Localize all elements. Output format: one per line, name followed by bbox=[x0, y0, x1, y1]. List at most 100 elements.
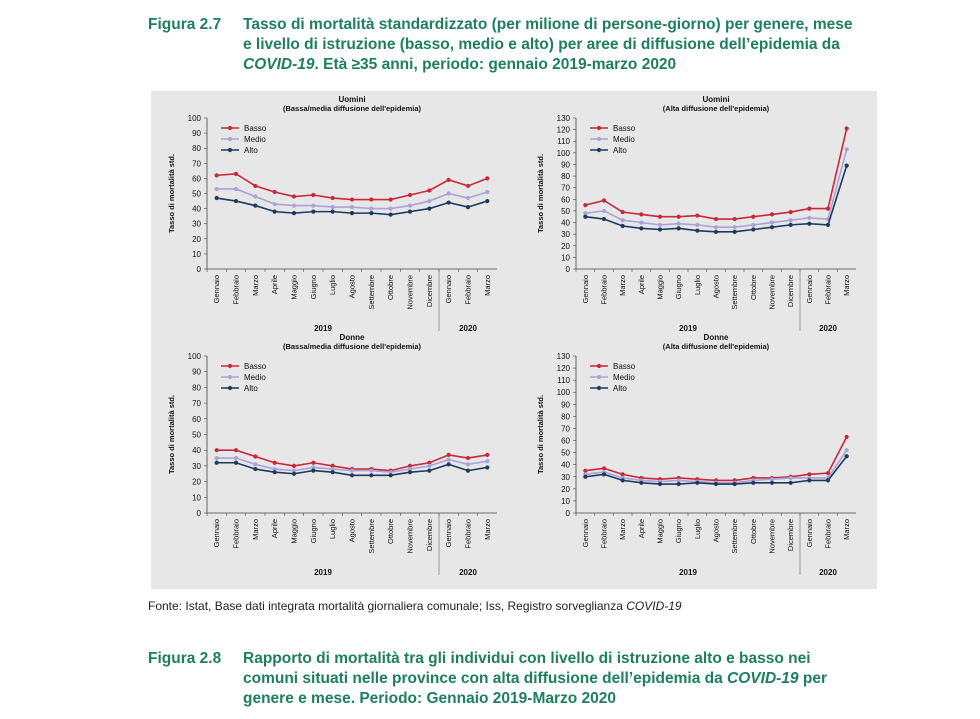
y-tick-label: 30 bbox=[192, 462, 201, 471]
x-tick-label: Marzo bbox=[251, 275, 260, 296]
data-point-medio bbox=[233, 186, 239, 192]
data-point-basso bbox=[844, 434, 849, 440]
source-note: Fonte: Istat, Base dati integrata mortal… bbox=[148, 599, 682, 613]
data-point-medio bbox=[330, 204, 335, 210]
data-point-basso bbox=[485, 452, 490, 458]
data-point-medio bbox=[485, 189, 490, 195]
data-point-basso bbox=[825, 206, 831, 211]
y-tick-label: 90 bbox=[561, 400, 570, 409]
legend-marker bbox=[596, 136, 602, 142]
data-point-medio bbox=[427, 463, 432, 468]
data-point-alto bbox=[807, 221, 812, 226]
data-point-medio bbox=[369, 206, 374, 211]
data-point-basso bbox=[601, 198, 607, 203]
data-point-basso bbox=[330, 463, 335, 468]
data-point-alto bbox=[676, 481, 681, 487]
data-point-alto bbox=[601, 472, 607, 477]
y-tick-label: 0 bbox=[197, 265, 202, 274]
data-point-alto bbox=[446, 462, 451, 467]
y-tick-label: 30 bbox=[192, 220, 201, 229]
chart-panel-area: Uomini (Bassa/media diffusione dell'epide… bbox=[151, 91, 877, 589]
y-tick-label: 100 bbox=[557, 149, 571, 158]
data-point-alto bbox=[583, 474, 588, 479]
data-point-medio bbox=[844, 147, 849, 152]
data-point-medio bbox=[732, 225, 737, 230]
x-tick-label: Marzo bbox=[618, 275, 627, 296]
x-tick-label: Giugno bbox=[309, 519, 318, 543]
data-point-alto bbox=[330, 209, 335, 214]
x-tick-label: Settembre bbox=[730, 275, 739, 310]
data-point-medio bbox=[485, 459, 490, 464]
data-point-basso bbox=[253, 183, 258, 189]
y-tick-label: 60 bbox=[561, 195, 570, 204]
x-tick-label: Aprile bbox=[637, 275, 646, 294]
legend-marker bbox=[596, 374, 602, 380]
x-tick-label: Maggio bbox=[656, 275, 665, 300]
data-point-alto bbox=[601, 216, 607, 222]
data-point-medio bbox=[751, 222, 756, 227]
data-point-medio bbox=[676, 221, 681, 226]
figure-2-8-title: Rapporto di mortalità tra gli individui … bbox=[243, 649, 888, 709]
x-tick-label: Novembre bbox=[768, 275, 777, 310]
data-point-basso bbox=[485, 176, 490, 181]
data-point-basso bbox=[233, 171, 239, 176]
data-point-alto bbox=[620, 223, 625, 229]
y-tick-label: 50 bbox=[561, 207, 570, 216]
y-tick-label: 40 bbox=[561, 219, 570, 228]
data-point-alto bbox=[769, 480, 775, 485]
y-tick-label: 60 bbox=[561, 437, 570, 446]
data-point-medio bbox=[214, 455, 219, 461]
data-point-alto bbox=[388, 212, 393, 217]
data-point-alto bbox=[233, 198, 239, 204]
data-point-alto bbox=[788, 222, 793, 227]
data-point-basso bbox=[330, 195, 335, 201]
data-point-basso bbox=[639, 212, 644, 217]
data-point-medio bbox=[465, 462, 471, 467]
y-tick-label: 0 bbox=[566, 509, 571, 518]
data-point-alto bbox=[751, 227, 756, 232]
y-tick-label: 10 bbox=[192, 493, 201, 502]
x-tick-label: Marzo bbox=[842, 519, 851, 540]
data-point-medio bbox=[233, 455, 239, 461]
figure-2-8-title-line-2b: per bbox=[798, 670, 827, 687]
data-point-basso bbox=[713, 216, 719, 222]
chart-1: Uomini(Bassa/media diffusione dell'epide… bbox=[167, 95, 497, 333]
data-point-basso bbox=[349, 197, 355, 202]
chart-3: Donne(Bassa/media diffusione dell'epidem… bbox=[167, 333, 497, 577]
x-tick-label: Maggio bbox=[290, 275, 299, 300]
y-tick-label: 20 bbox=[192, 235, 201, 244]
chart-title: Uomini bbox=[338, 95, 365, 104]
x-tick-label: Gennaio bbox=[212, 275, 221, 303]
legend-label: Basso bbox=[244, 362, 267, 371]
data-point-alto bbox=[825, 222, 831, 227]
y-tick-label: 90 bbox=[192, 129, 201, 138]
data-point-basso bbox=[465, 455, 471, 461]
data-point-alto bbox=[388, 473, 393, 478]
chart-title: Uomini bbox=[702, 95, 729, 104]
data-point-basso bbox=[427, 460, 432, 465]
data-point-basso bbox=[253, 454, 258, 459]
data-point-basso bbox=[620, 472, 625, 477]
x-tick-label: Maggio bbox=[290, 519, 299, 544]
data-point-medio bbox=[769, 220, 775, 225]
data-point-alto bbox=[369, 473, 374, 478]
legend-marker bbox=[227, 125, 233, 131]
data-point-medio bbox=[676, 478, 681, 483]
data-point-basso bbox=[620, 209, 625, 215]
covid-italic: COVID-19 bbox=[727, 670, 799, 687]
y-tick-label: 10 bbox=[561, 253, 570, 262]
data-point-medio bbox=[713, 225, 719, 230]
x-tick-label: Gennaio bbox=[581, 275, 590, 303]
data-point-medio bbox=[620, 218, 625, 223]
source-italic: COVID-19 bbox=[626, 599, 682, 613]
y-tick-label: 130 bbox=[557, 352, 571, 361]
y-tick-label: 100 bbox=[557, 388, 571, 397]
data-point-alto bbox=[214, 460, 219, 465]
y-axis-label: Tasso di mortalità std. bbox=[167, 154, 176, 233]
data-point-alto bbox=[695, 480, 700, 485]
y-tick-label: 90 bbox=[192, 368, 201, 377]
data-point-medio bbox=[407, 203, 413, 208]
year-label: 2020 bbox=[459, 324, 477, 333]
data-point-alto bbox=[485, 465, 490, 470]
figure-2-8-title-line-2: comuni situati nelle province con alta d… bbox=[243, 669, 888, 689]
